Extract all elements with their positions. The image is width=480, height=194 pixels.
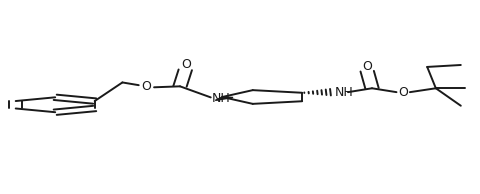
Text: O: O xyxy=(142,80,151,93)
Text: O: O xyxy=(362,60,372,74)
Text: NH: NH xyxy=(212,92,231,106)
Text: NH: NH xyxy=(335,86,354,99)
Polygon shape xyxy=(215,97,233,100)
Text: O: O xyxy=(181,58,191,72)
Text: O: O xyxy=(398,86,408,99)
